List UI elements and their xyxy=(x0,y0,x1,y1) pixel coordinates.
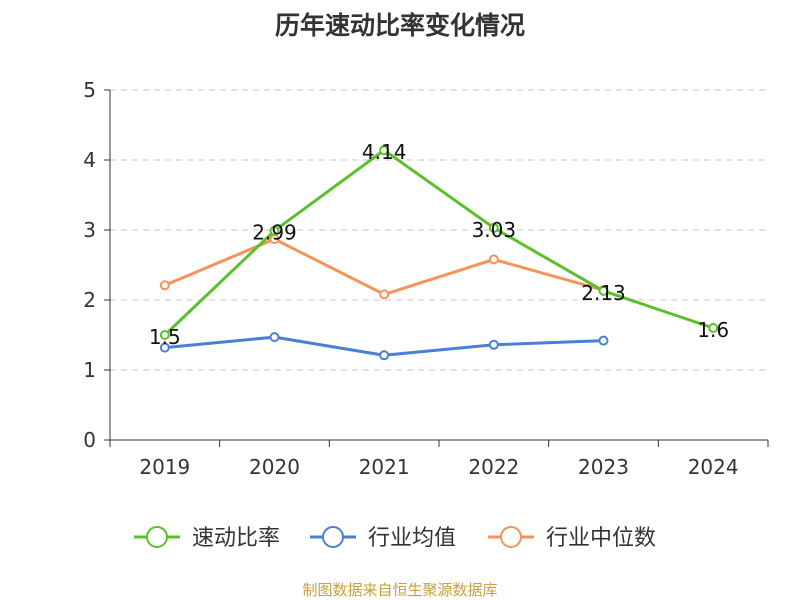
legend-label: 行业中位数 xyxy=(546,526,656,551)
x-tick-label: 2023 xyxy=(578,455,629,479)
x-tick-label: 2021 xyxy=(359,455,410,479)
data-label: 3.03 xyxy=(472,218,517,242)
data-point[interactable] xyxy=(159,342,170,353)
y-tick-label: 2 xyxy=(83,288,96,312)
data-label: 2.13 xyxy=(581,281,626,305)
y-tick-label: 3 xyxy=(83,218,96,242)
legend-swatch-marker xyxy=(322,526,344,548)
data-label: 4.14 xyxy=(362,140,407,164)
y-tick-label: 5 xyxy=(83,78,96,102)
y-tick-label: 4 xyxy=(83,148,96,172)
x-tick-label: 2024 xyxy=(688,455,739,479)
data-point[interactable] xyxy=(598,285,609,296)
data-label: 2.99 xyxy=(252,221,297,245)
data-point[interactable] xyxy=(269,225,280,236)
data-labels: 1.5 2.99 4.14 3.03 2.13 1.6 xyxy=(149,140,729,349)
data-point[interactable] xyxy=(488,222,499,233)
data-point[interactable] xyxy=(269,332,280,343)
legend-swatch-marker xyxy=(500,526,522,548)
legend-item-1[interactable]: 行业均值 xyxy=(310,526,456,551)
data-point[interactable] xyxy=(708,323,719,333)
series-lines xyxy=(159,145,719,361)
data-point[interactable] xyxy=(379,350,390,361)
data-point[interactable] xyxy=(159,280,170,291)
data-label: 1.5 xyxy=(149,325,181,349)
legend-item-2[interactable]: 行业中位数 xyxy=(488,526,656,551)
legend[interactable]: 速动比率 行业均值 行业中位数 xyxy=(134,526,656,551)
data-point[interactable] xyxy=(159,330,170,340)
data-point[interactable] xyxy=(598,335,609,346)
source-note: 制图数据来自恒生聚源数据库 xyxy=(302,581,498,599)
legend-swatch-marker xyxy=(146,526,168,548)
series-line-0 xyxy=(163,148,714,337)
grid-lines xyxy=(110,89,768,371)
y-tick-label: 1 xyxy=(83,358,96,382)
data-point[interactable] xyxy=(488,339,499,350)
axes: 0 1 2 3 4 5 2019 2020 2021 2022 2023 2024 xyxy=(83,78,769,479)
legend-label: 速动比率 xyxy=(192,526,280,551)
series-line-2 xyxy=(164,237,604,296)
legend-label: 行业均值 xyxy=(368,526,456,551)
x-tick-label: 2020 xyxy=(249,455,300,479)
legend-item-0[interactable]: 速动比率 xyxy=(134,526,280,551)
x-tick-label: 2019 xyxy=(139,455,190,479)
x-tick-label: 2022 xyxy=(468,455,519,479)
data-point[interactable] xyxy=(379,289,390,300)
data-point[interactable] xyxy=(488,254,499,265)
data-point[interactable] xyxy=(379,145,390,156)
chart-title: 历年速动比率变化情况 xyxy=(274,11,525,40)
data-label: 1.6 xyxy=(697,318,729,342)
y-tick-label: 0 xyxy=(83,428,96,452)
